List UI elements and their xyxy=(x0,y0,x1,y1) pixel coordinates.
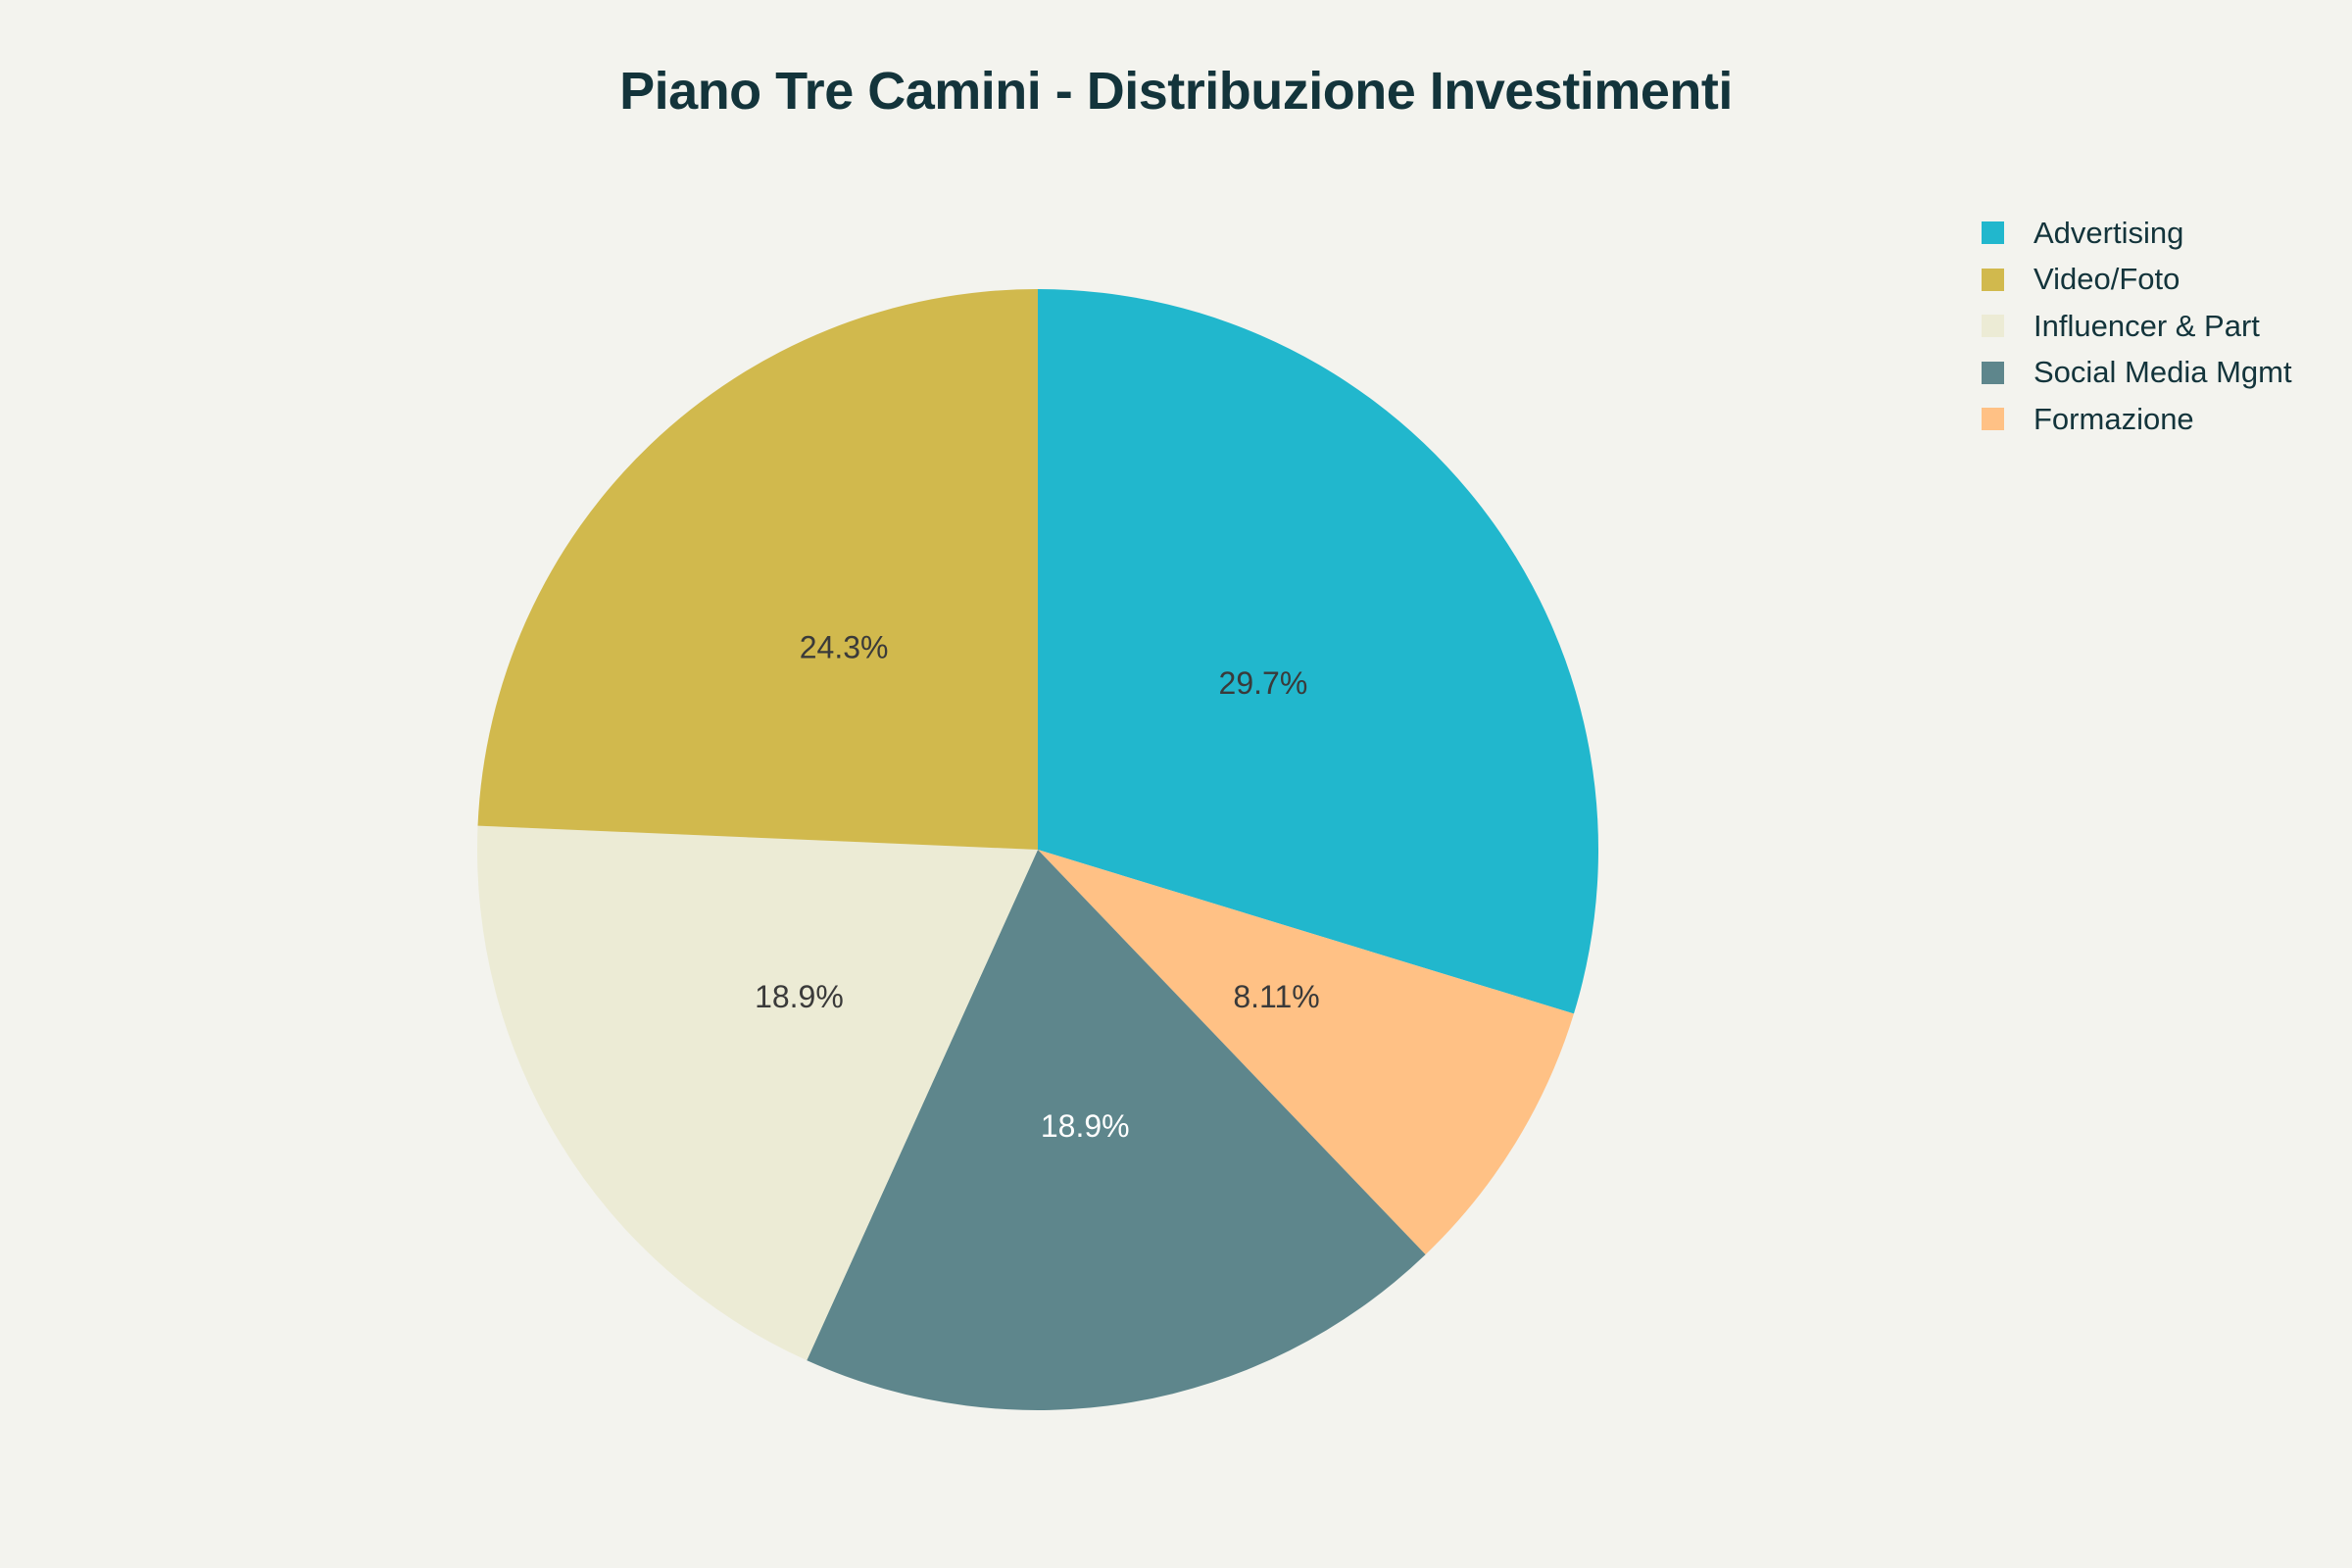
legend-item-video-foto[interactable]: Video/Foto xyxy=(1982,257,2292,304)
legend-label: Social Media Mgmt xyxy=(2034,355,2292,390)
legend-item-advertising[interactable]: Advertising xyxy=(1982,210,2292,257)
slice-label-video-foto: 24.3% xyxy=(800,630,889,665)
legend-item-formazione[interactable]: Formazione xyxy=(1982,396,2292,443)
legend-item-influencer-part[interactable]: Influencer & Part xyxy=(1982,303,2292,350)
legend-swatch xyxy=(1982,221,2004,245)
pie-slice-advertising xyxy=(1038,289,1598,1014)
legend-label: Influencer & Part xyxy=(2034,308,2260,343)
pie-slice-formazione xyxy=(1038,850,1574,1255)
pie-slice-video-foto xyxy=(477,289,1038,850)
legend-swatch xyxy=(1982,268,2004,291)
legend-label: Advertising xyxy=(2034,215,2184,250)
legend-swatch xyxy=(1982,408,2004,431)
legend-item-social-media-mgmt[interactable]: Social Media Mgmt xyxy=(1982,350,2292,397)
legend-swatch xyxy=(1982,315,2004,338)
pie-slice-social-media-mgmt xyxy=(807,850,1426,1410)
slice-label-social-media-mgmt: 18.9% xyxy=(1041,1108,1130,1144)
pie-slice-labels: 29.7% 8.11% 18.9% 18.9% 24.3% xyxy=(755,630,1320,1144)
chart-title: Piano Tre Camini - Distribuzione Investi… xyxy=(619,62,1733,121)
pie-slices xyxy=(477,289,1598,1410)
legend: Advertising Video/Foto Influencer & Part So… xyxy=(1982,210,2292,443)
slice-label-influencer-part: 18.9% xyxy=(755,979,844,1014)
pie-slice-influencer-part xyxy=(477,825,1038,1361)
legend-label: Video/Foto xyxy=(2034,262,2180,297)
legend-label: Formazione xyxy=(2034,401,2194,436)
slice-label-advertising: 29.7% xyxy=(1219,665,1308,701)
legend-swatch xyxy=(1982,361,2004,384)
slice-label-formazione: 8.11% xyxy=(1233,979,1319,1014)
